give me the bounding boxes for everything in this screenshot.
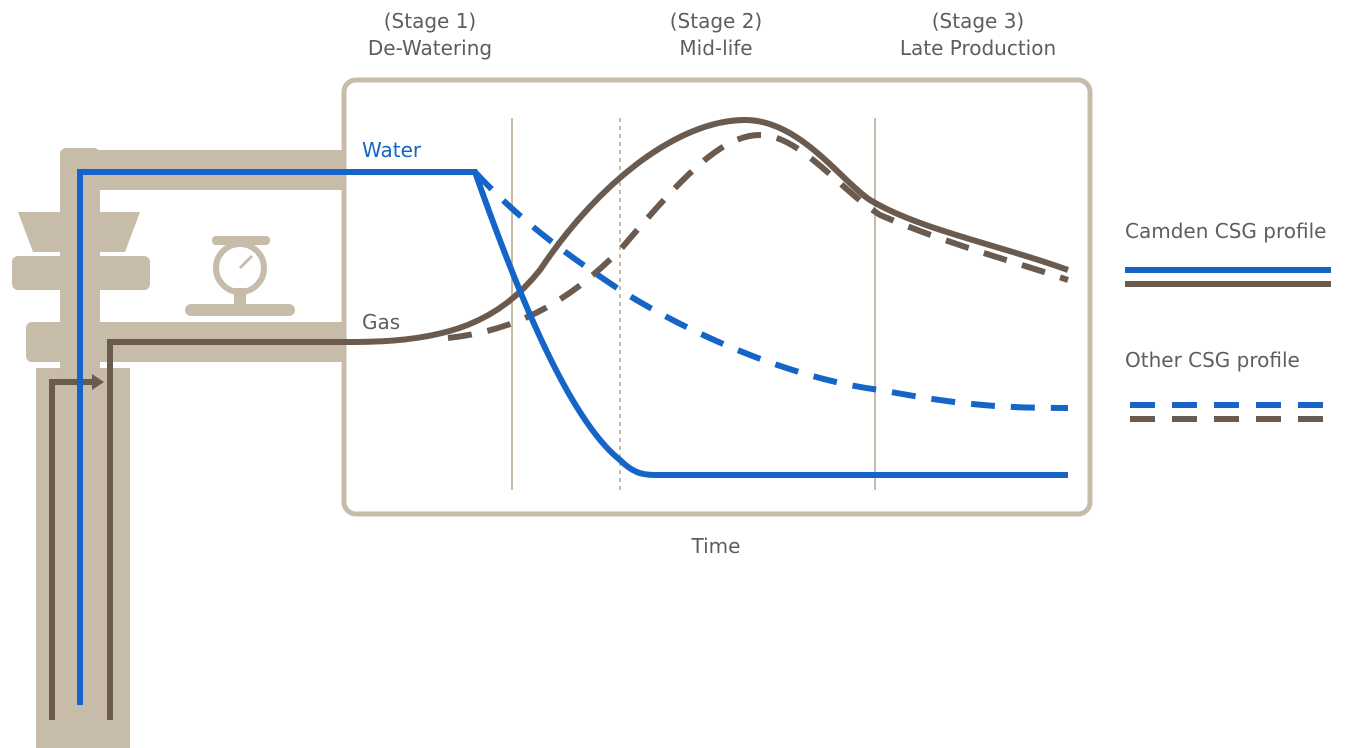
stage-number: (Stage 2) bbox=[670, 9, 762, 33]
camden-water-curve bbox=[77, 169, 1068, 705]
stage-number: (Stage 1) bbox=[384, 9, 476, 33]
arrow bbox=[92, 374, 104, 390]
stage-name: Late Production bbox=[900, 36, 1056, 60]
stage-name: Mid-life bbox=[679, 36, 752, 60]
gauge bbox=[185, 236, 295, 316]
other-water-curve bbox=[472, 169, 1069, 411]
gas-label: Gas bbox=[362, 310, 400, 334]
water-label: Water bbox=[362, 138, 422, 162]
chart-frame bbox=[341, 77, 1093, 517]
stage-dividers bbox=[511, 118, 876, 490]
legend-label: Other CSG profile bbox=[1125, 348, 1300, 372]
well bbox=[12, 148, 348, 748]
stage-name: De-Watering bbox=[368, 36, 492, 60]
other-gas-curve bbox=[447, 131, 1069, 341]
axis-label: Time bbox=[691, 534, 741, 558]
legend-label: Camden CSG profile bbox=[1125, 219, 1326, 243]
curves bbox=[49, 116, 1070, 720]
camden-gas-curve bbox=[107, 116, 1070, 720]
stage-number: (Stage 3) bbox=[932, 9, 1024, 33]
